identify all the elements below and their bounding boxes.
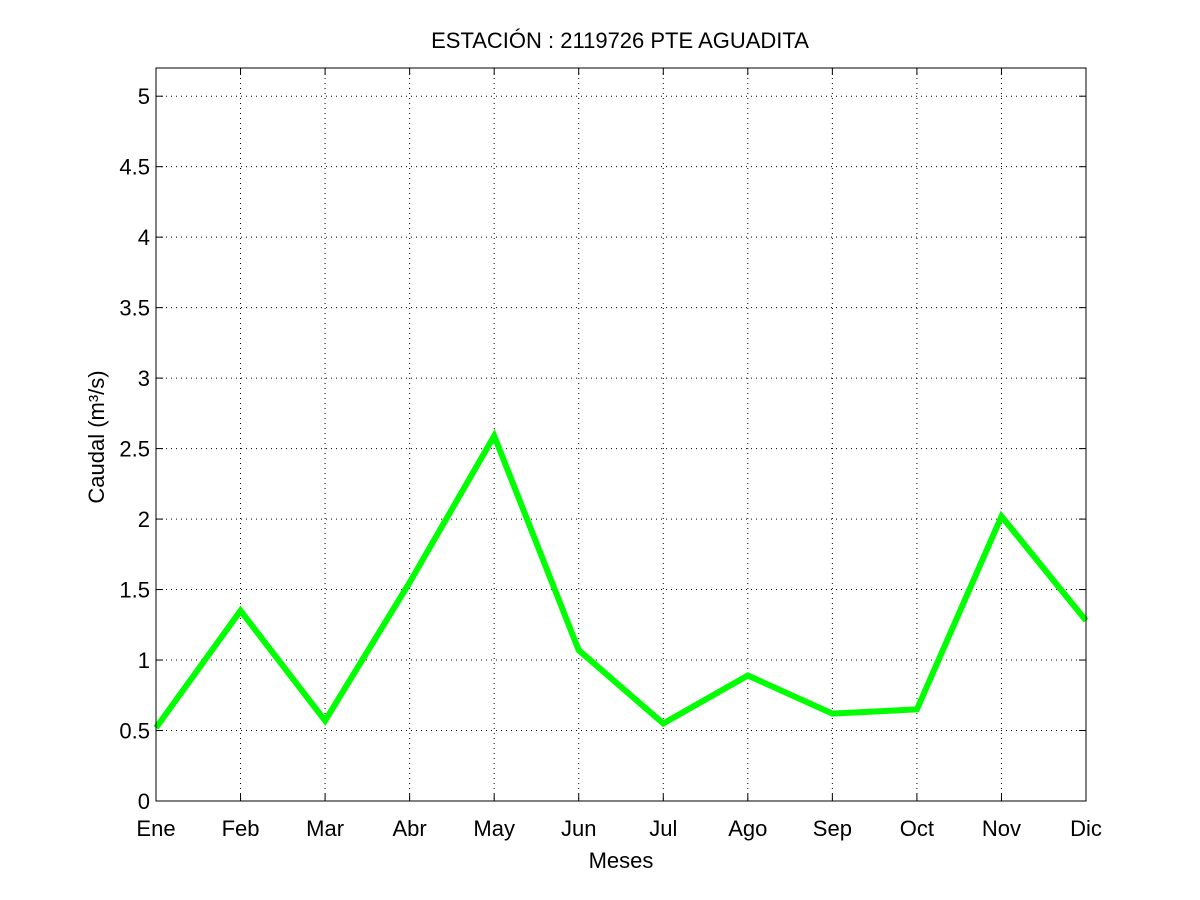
x-axis-title: Meses [589,848,654,873]
y-tick-label: 4 [138,225,150,250]
series-line-1 [153,429,1089,730]
y-tick-label: 1.5 [119,578,150,603]
plot-frame [155,67,1087,802]
y-tick-label: 4.5 [119,155,150,180]
tick-labels: Ene Feb Mar Abr May Jun Jul Ago Sep Oct Nov Dic 0 0.5… [119,84,1101,841]
y-tick-label: 5 [138,84,150,109]
x-tick-label: Mar [306,816,344,841]
x-tick-label: Ene [136,816,175,841]
y-tick-label: 0.5 [119,719,150,744]
grid-lines [156,68,1086,801]
y-tick-label: 0 [138,789,150,814]
x-tick-label: Dic [1070,816,1102,841]
y-axis-title: Caudal (m³/s) [84,370,109,503]
y-tick-label: 3.5 [119,296,150,321]
x-tick-label: May [473,816,515,841]
x-tick-label: Abr [393,816,427,841]
axis-ticks [155,68,1087,802]
series-layer [153,429,1089,730]
y-tick-label: 2 [138,507,150,532]
y-tick-label: 3 [138,366,150,391]
x-tick-label: Jun [561,816,596,841]
y-tick-label: 1 [138,648,150,673]
x-tick-label: Nov [982,816,1021,841]
chart-title: ESTACIÓN : 2119726 PTE AGUADITA [431,28,809,53]
x-tick-label: Ago [728,816,767,841]
x-tick-label: Oct [900,816,934,841]
x-tick-label: Jul [649,816,677,841]
x-tick-label: Feb [222,816,260,841]
y-tick-label: 2.5 [119,437,150,462]
x-tick-label: Sep [813,816,852,841]
